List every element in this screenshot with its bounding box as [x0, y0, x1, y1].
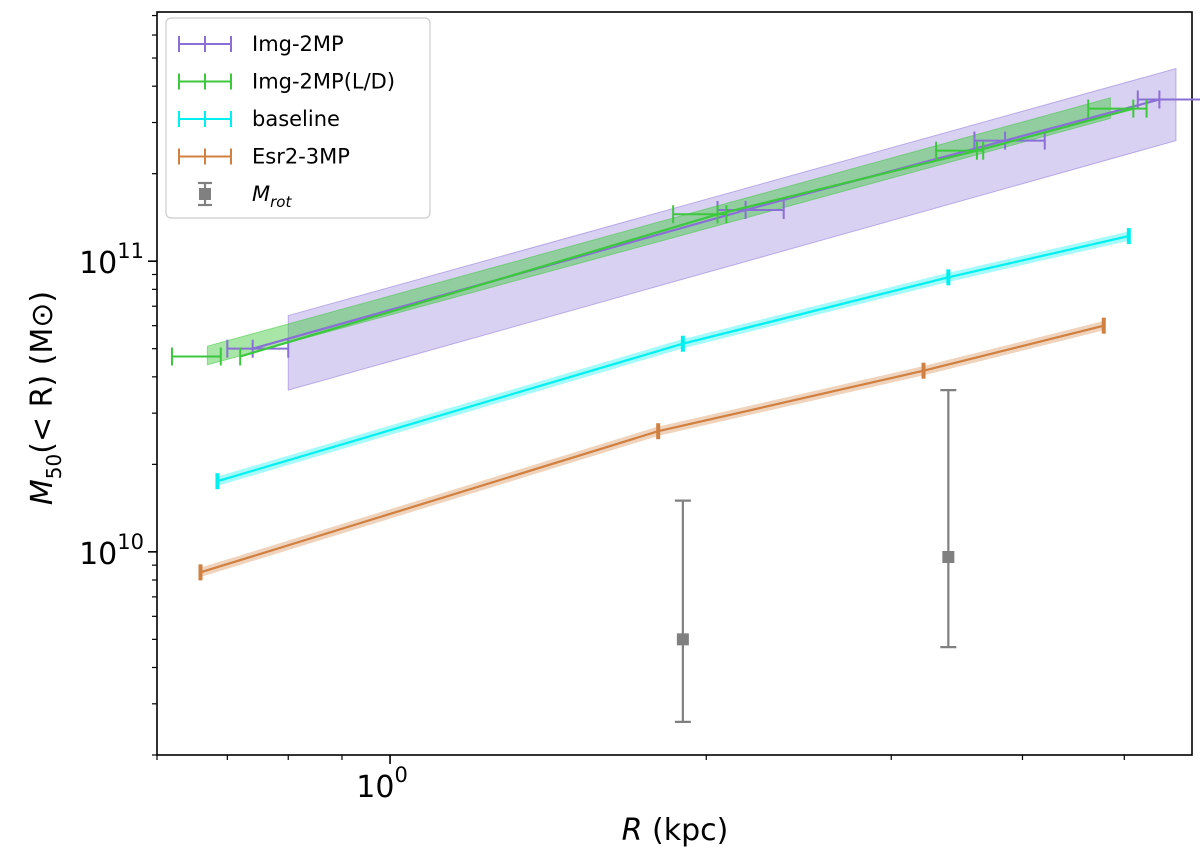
- legend-item-2: baseline: [178, 107, 340, 131]
- legend-label-4: Mrot: [252, 182, 292, 211]
- y-tick-label-0: 1010: [79, 530, 144, 572]
- line-esr2-3mp: [200, 324, 1105, 574]
- band-img-2mp: [287, 67, 1177, 391]
- legend-item-4: Mrot: [198, 181, 292, 211]
- legend-label-1: Img-2MP(L/D): [252, 70, 395, 94]
- series-img-2mp-l-d-: [170, 99, 1148, 366]
- svg-text:R (kpc): R (kpc): [622, 813, 729, 848]
- legend-item-3: Esr2-3MP: [178, 145, 350, 169]
- series-baseline: [215, 228, 1131, 490]
- x-axis-label: R (kpc): [622, 813, 729, 848]
- x-axis-label-unit: (kpc): [643, 813, 729, 848]
- svg-text:M50(< R) (M⊙): M50(< R) (M⊙): [25, 291, 66, 505]
- y-axis-label-var: M: [25, 479, 60, 505]
- legend-label-2: baseline: [252, 107, 340, 131]
- legend: Img-2MP Img-2MP(L/D) baseline Esr2-3MP Mrot: [165, 17, 431, 219]
- marker-m-rot-0: [676, 633, 689, 646]
- y-axis-label-rest: (< R) (M⊙): [25, 291, 60, 454]
- legend-label-0: Img-2MP: [252, 32, 344, 56]
- y-axis-label: M50(< R) (M⊙): [25, 291, 66, 505]
- legend-label-3: Esr2-3MP: [252, 145, 350, 169]
- plot-frame: [156, 11, 1193, 756]
- series-esr2-3mp: [198, 317, 1106, 581]
- line-img-2mp-l-d-: [239, 107, 1134, 358]
- legend-item-0: Img-2MP: [178, 32, 344, 56]
- legend-marker-4: [199, 188, 211, 200]
- x-tick-label-0: 100: [356, 763, 408, 805]
- marker-m-rot-1: [942, 550, 955, 563]
- series-m-rot: [674, 389, 957, 723]
- y-tick-label-1: 1011: [79, 239, 144, 281]
- legend-item-1: Img-2MP(L/D): [178, 70, 395, 94]
- legend-box: [165, 17, 431, 219]
- plot-area: 1010 1011 100: [79, 11, 1200, 805]
- x-axis-label-var: R: [622, 813, 643, 848]
- line-baseline: [217, 235, 1130, 483]
- y-axis-label-sub: 50: [42, 454, 66, 479]
